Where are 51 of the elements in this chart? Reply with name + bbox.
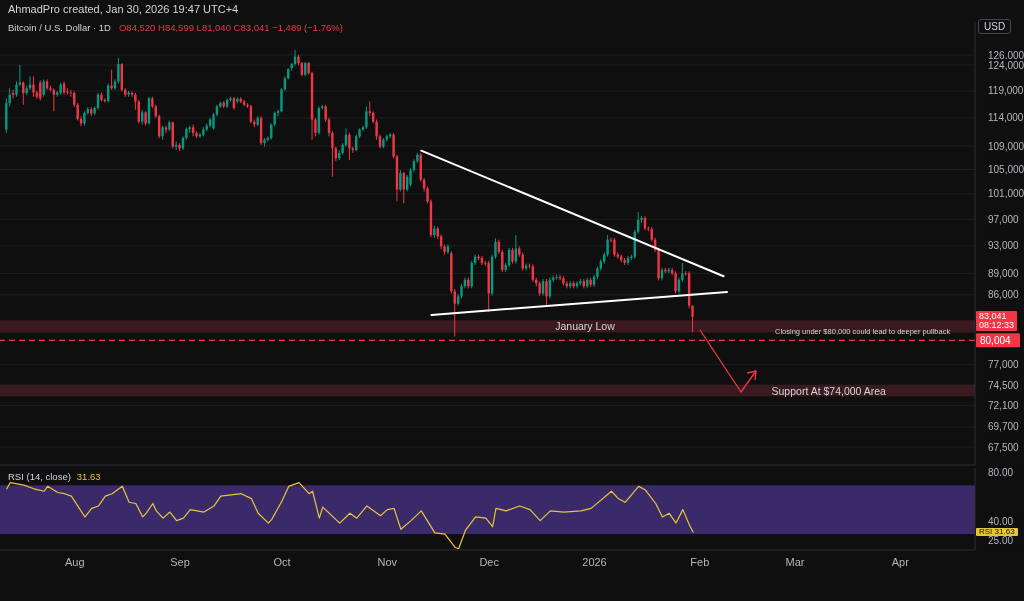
y-tick-label: 101,000 (988, 188, 1024, 200)
y-tick-label: 74,500 (988, 379, 1020, 391)
y-tick-label: 40.00 (988, 516, 1014, 528)
y-tick-label: 80.00 (988, 467, 1014, 479)
x-tick-label: Aug (64, 555, 85, 568)
candlestick (613, 237, 616, 258)
y-tick-label: 72,100 (988, 400, 1020, 412)
y-tick-label: 97,000 (988, 213, 1020, 225)
x-tick-label: 2026 (582, 555, 607, 568)
y-tick-label: 124,000 (988, 59, 1024, 71)
x-tick-label: Dec (479, 555, 500, 568)
candlestick (399, 169, 402, 192)
ref-line-label: 80,004 (980, 334, 1012, 346)
y-tick-label: 25.00 (988, 534, 1014, 546)
y-tick-label: 105,000 (988, 164, 1024, 176)
x-tick-label: Feb (690, 555, 710, 568)
text: 83,041 (979, 311, 1008, 322)
y-tick-label: 109,000 (988, 140, 1024, 152)
y-tick-label: 93,000 (988, 240, 1020, 252)
candlestick (164, 125, 168, 134)
annotation: O84,520 H84,599 L81,040 C83,041 −1,489 (−1.76%) (118, 22, 343, 33)
candlestick (348, 132, 351, 161)
chart-title: RSI (14, close) (8, 471, 71, 482)
y-tick-label: 67,500 (988, 441, 1020, 453)
x-tick-label: Oct (273, 555, 291, 568)
annotation: 31.63 (76, 471, 101, 482)
x-tick-label: Mar (785, 555, 805, 568)
candlestick (365, 105, 368, 130)
text: 08:12:33 (979, 320, 1015, 331)
chart-title: Bitcoin / U.S. Dollar · 1D (8, 22, 111, 33)
y-tick-label: 126,000 (988, 49, 1024, 61)
y-tick-label: 69,700 (988, 421, 1020, 433)
text: RSI 31.63 (979, 527, 1015, 537)
y-tick-label: 86,000 (988, 289, 1020, 301)
band-label: Support At $74,000 Area (771, 384, 887, 397)
y-tick-label: 77,000 (988, 358, 1020, 370)
candlestick (545, 278, 548, 308)
candlestick (32, 75, 35, 98)
x-tick-label: Nov (377, 555, 398, 568)
line-series (6, 482, 694, 550)
y-tick-label: 119,000 (988, 85, 1024, 97)
text: USD (978, 19, 1012, 34)
y-tick-label: 114,000 (988, 112, 1024, 124)
x-tick-label: Apr (891, 555, 910, 568)
candlestick (110, 69, 113, 91)
text: AhmadPro created, Jan 30, 2026 19:47 UTC+4 (8, 3, 239, 15)
y-tick-label: 89,000 (988, 267, 1020, 279)
candlestick (674, 270, 677, 294)
band-label: January Low (555, 320, 616, 333)
x-tick-label: Sep (170, 555, 190, 568)
candlestick (11, 89, 15, 99)
